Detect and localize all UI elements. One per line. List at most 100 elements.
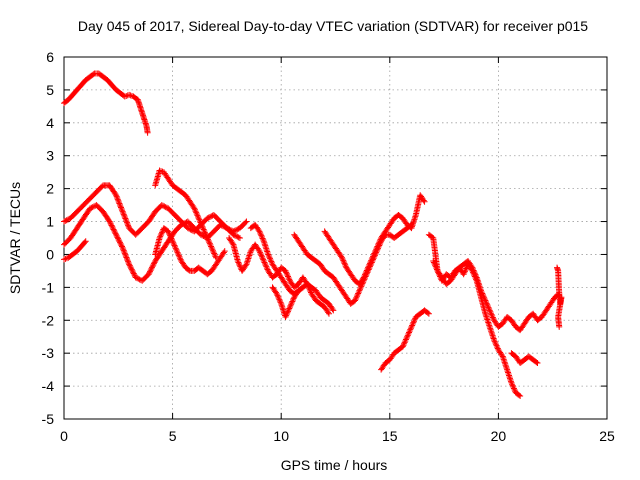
data-point-fill bbox=[168, 235, 175, 242]
data-point-fill bbox=[286, 276, 293, 283]
data-point-fill bbox=[509, 382, 516, 389]
data-point-fill bbox=[284, 309, 291, 316]
data-point-fill bbox=[286, 305, 293, 312]
data-point-fill bbox=[129, 267, 136, 274]
data-point bbox=[517, 392, 524, 399]
data-point-fill bbox=[146, 269, 153, 276]
y-tick-label: 3 bbox=[46, 148, 54, 164]
data-point-fill bbox=[340, 257, 347, 264]
data-point-fill bbox=[133, 275, 140, 282]
data-point bbox=[200, 225, 207, 232]
data-point bbox=[191, 205, 198, 212]
data-point-fill bbox=[111, 229, 118, 236]
data-point bbox=[126, 91, 133, 98]
data-point-fill bbox=[492, 339, 499, 346]
data-point-fill bbox=[409, 322, 416, 329]
data-point-fill bbox=[364, 266, 371, 273]
data-point-fill bbox=[367, 258, 374, 265]
data-point-fill bbox=[121, 214, 128, 221]
data-point-fill bbox=[167, 234, 174, 241]
data-point-fill bbox=[118, 204, 125, 211]
data-point-fill bbox=[307, 289, 314, 296]
data-point-fill bbox=[192, 208, 199, 215]
data-point-fill bbox=[107, 221, 114, 228]
data-point-fill bbox=[355, 289, 362, 296]
data-point-fill bbox=[172, 245, 179, 252]
data-point bbox=[491, 337, 498, 344]
data-point-fill bbox=[162, 204, 169, 211]
series-arc-14 bbox=[430, 258, 563, 334]
data-point-fill bbox=[274, 292, 281, 299]
data-point-fill bbox=[480, 293, 487, 300]
data-point-fill bbox=[117, 203, 124, 210]
data-point-fill bbox=[267, 255, 274, 262]
x-tick-label: 20 bbox=[491, 428, 507, 444]
data-point-fill bbox=[123, 254, 130, 261]
data-point-fill bbox=[479, 290, 486, 297]
data-point-fill bbox=[150, 261, 157, 268]
data-point-fill bbox=[471, 270, 478, 277]
data-point-fill bbox=[461, 268, 468, 275]
data-point-fill bbox=[365, 263, 372, 270]
data-point-fill bbox=[118, 243, 125, 250]
data-point-fill bbox=[376, 239, 383, 246]
data-point bbox=[173, 248, 180, 255]
data-point bbox=[469, 264, 476, 271]
data-point-fill bbox=[353, 293, 360, 300]
data-point-fill bbox=[490, 315, 497, 322]
data-point-fill bbox=[233, 233, 240, 240]
data-point-fill bbox=[168, 236, 175, 243]
data-point-fill bbox=[115, 236, 122, 243]
data-point bbox=[282, 313, 289, 320]
data-point-fill bbox=[263, 263, 270, 270]
data-point bbox=[256, 248, 263, 255]
data-point-fill bbox=[174, 249, 181, 256]
data-point-fill bbox=[149, 263, 156, 270]
data-point-fill bbox=[258, 232, 265, 239]
data-point-fill bbox=[121, 248, 128, 255]
data-point bbox=[230, 231, 237, 238]
data-point-fill bbox=[115, 197, 122, 204]
series-arc-15 bbox=[508, 350, 541, 367]
data-point-fill bbox=[494, 344, 501, 351]
data-point-fill bbox=[130, 269, 137, 276]
data-point-fill bbox=[491, 338, 498, 345]
data-point-fill bbox=[218, 222, 225, 229]
data-point-fill bbox=[118, 242, 125, 249]
data-point-fill bbox=[234, 233, 241, 240]
series-arc-5 bbox=[152, 167, 220, 261]
data-point-fill bbox=[202, 230, 209, 237]
y-tick-label: 4 bbox=[46, 115, 54, 131]
data-point-fill bbox=[290, 295, 297, 302]
data-point-fill bbox=[355, 290, 362, 297]
data-point-fill bbox=[432, 263, 439, 270]
data-point bbox=[156, 167, 163, 174]
y-tick-label: 0 bbox=[46, 246, 54, 262]
data-point-fill bbox=[359, 275, 366, 282]
data-point-fill bbox=[126, 262, 133, 269]
data-point bbox=[330, 307, 337, 314]
data-point-fill bbox=[191, 206, 198, 213]
data-point-fill bbox=[113, 193, 120, 200]
data-point-fill bbox=[172, 243, 179, 250]
data-point-fill bbox=[370, 253, 377, 260]
data-point-fill bbox=[117, 240, 124, 247]
data-point-fill bbox=[62, 255, 69, 262]
data-point bbox=[421, 198, 428, 205]
data-point bbox=[178, 221, 185, 228]
data-point-fill bbox=[285, 274, 292, 281]
data-point-fill bbox=[108, 222, 115, 229]
data-point-fill bbox=[196, 218, 203, 225]
data-point-fill bbox=[262, 260, 269, 267]
data-point-fill bbox=[259, 235, 266, 242]
data-point-fill bbox=[403, 335, 410, 342]
data-point bbox=[236, 235, 243, 241]
data-point-fill bbox=[159, 229, 166, 236]
data-point bbox=[87, 205, 94, 212]
data-point-fill bbox=[283, 311, 290, 318]
data-point-fill bbox=[341, 260, 348, 267]
data-point-fill bbox=[284, 272, 291, 279]
data-point-fill bbox=[229, 240, 236, 247]
data-point-fill bbox=[209, 246, 216, 253]
